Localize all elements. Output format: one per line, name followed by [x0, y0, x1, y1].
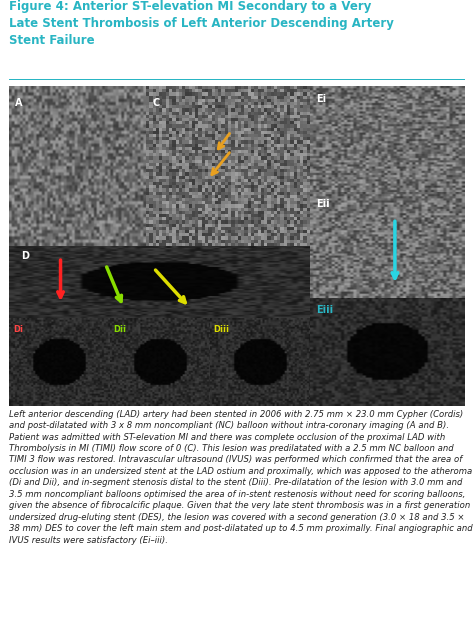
Text: Dii: Dii [114, 324, 127, 333]
Text: B: B [15, 257, 22, 268]
Text: Figure 4: Anterior ST-elevation MI Secondary to a Very
Late Stent Thrombosis of : Figure 4: Anterior ST-elevation MI Secon… [9, 0, 394, 47]
Text: C: C [153, 97, 160, 108]
Text: Ei: Ei [316, 94, 326, 104]
Text: Left anterior descending (LAD) artery had been stented in 2006 with 2.75 mm × 23: Left anterior descending (LAD) artery ha… [9, 410, 473, 545]
Text: Eii: Eii [316, 200, 329, 209]
Text: D: D [21, 252, 29, 261]
Text: Diii: Diii [214, 324, 230, 333]
Text: Eiii: Eiii [316, 305, 333, 316]
Text: Di: Di [13, 324, 24, 333]
Text: A: A [15, 97, 22, 108]
